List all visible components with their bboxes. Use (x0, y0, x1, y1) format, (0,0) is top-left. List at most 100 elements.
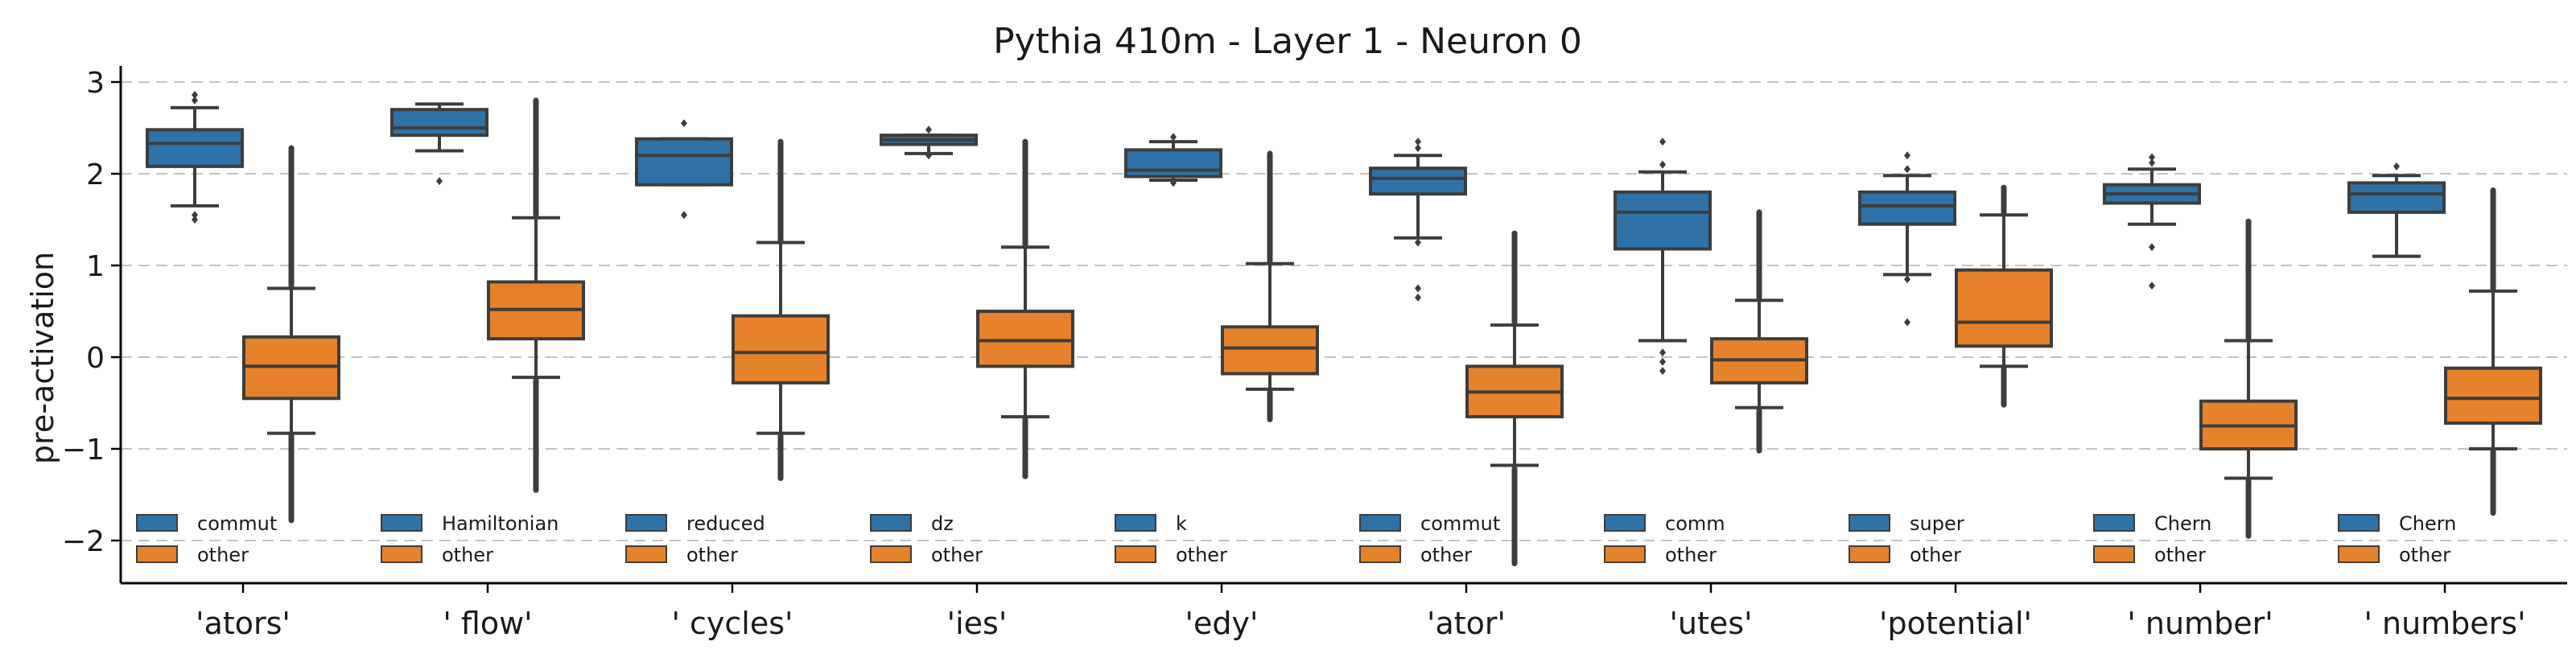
chart-title: Pythia 410m - Layer 1 - Neuron 0 (993, 21, 1582, 62)
other-box (242, 145, 340, 524)
highlight-outlier-point (192, 96, 198, 105)
grid-lines (121, 81, 2567, 541)
highlight-box (1614, 138, 1712, 376)
other-box (1955, 184, 2053, 408)
x-tick-label: ' cycles' (672, 606, 793, 641)
legend-10: Chern other (2338, 512, 2456, 566)
group-9 (2103, 153, 2298, 539)
highlight-outlier-point (2149, 153, 2155, 162)
y-axis-label: pre-activation (25, 252, 60, 464)
x-tick-label: 'ators' (196, 606, 291, 641)
highlight-iqr-box (1369, 167, 1467, 196)
legend-swatch-highlight (381, 514, 422, 532)
highlight-outlier-point (1904, 151, 1910, 160)
highlight-outlier-point (1170, 133, 1177, 142)
legend-swatch-other (625, 545, 667, 563)
legend-swatch-other (136, 545, 178, 563)
highlight-outlier-point (1659, 160, 1666, 169)
y-ticks: 3 2 1 0 −1 −2 (62, 67, 121, 558)
highlight-outlier-point (1415, 238, 1421, 247)
legend-swatch-other (1849, 545, 1890, 563)
legend-swatch-highlight (1849, 514, 1890, 532)
other-box (487, 97, 585, 493)
group-8 (1858, 151, 2053, 408)
legend-swatch-highlight (2338, 514, 2380, 532)
highlight-outlier-point (1659, 348, 1666, 357)
highlight-outlier-point (1415, 144, 1421, 153)
highlight-box (1124, 133, 1222, 187)
other-box (2199, 218, 2298, 539)
highlight-box (2347, 162, 2446, 258)
legend-5: k other (1115, 512, 1227, 566)
legend-3: reduced other (625, 512, 765, 566)
other-box (732, 138, 830, 481)
legend-2: Hamiltonian other (381, 512, 558, 566)
highlight-outlier-point (1659, 138, 1666, 146)
other-iqr-box (2444, 366, 2542, 426)
legend-label-other: other (442, 544, 493, 566)
highlight-iqr-box (1614, 190, 1712, 251)
other-box (2444, 187, 2542, 516)
other-box (1465, 230, 1564, 566)
other-iqr-box (1221, 325, 1319, 376)
x-tick-label: ' flow' (443, 606, 532, 641)
legend-label-highlight: Hamiltonian (442, 512, 558, 535)
legend-swatch-other (2093, 545, 2135, 563)
highlight-outlier-point (436, 177, 443, 186)
x-tick-label: 'ies' (947, 606, 1008, 641)
group-2 (390, 97, 585, 493)
x-tick-label: 'ator' (1427, 606, 1506, 641)
box-plots (146, 90, 2542, 566)
highlight-box (1858, 151, 1956, 327)
legend-label-other: other (2399, 544, 2450, 566)
highlight-outlier-point (2149, 282, 2155, 290)
highlight-box (390, 102, 488, 186)
legend-label-highlight: reduced (686, 512, 765, 535)
highlight-outlier-point (1904, 275, 1910, 284)
legend-label-highlight: Chern (2154, 512, 2211, 535)
legend-swatch-highlight (870, 514, 912, 532)
group-6 (1369, 138, 1564, 566)
legend-label-highlight: dz (931, 512, 954, 535)
highlight-outlier-point (1659, 367, 1666, 376)
legend-1: commut other (136, 512, 277, 566)
x-tick-label: 'edy' (1185, 606, 1259, 641)
highlight-outlier-point (1904, 165, 1910, 174)
axes (119, 66, 2567, 585)
other-iqr-box (732, 314, 830, 384)
highlight-outlier-point (192, 216, 198, 224)
highlight-outlier-point (2149, 158, 2155, 167)
group-7 (1614, 138, 1808, 454)
legend-swatch-other (1359, 545, 1401, 563)
group-1 (146, 90, 340, 524)
highlight-outlier-point (925, 151, 932, 160)
legend-label-other: other (197, 544, 249, 566)
legend-swatch-other (1604, 545, 1646, 563)
highlight-outlier-point (2393, 162, 2400, 171)
legend-swatch-highlight (625, 514, 667, 532)
highlight-outlier-point (1659, 357, 1666, 366)
legend-label-other: other (686, 544, 738, 566)
highlight-outlier-point (681, 119, 687, 128)
legend-label-highlight: commut (197, 512, 277, 535)
x-tick-label: 'potential' (1879, 606, 2032, 641)
x-ticks: 'ators' ' flow' ' cycles' 'ies' 'edy' 'ator' '… (196, 583, 2526, 641)
legend-8: super other (1849, 512, 1964, 566)
legend-7: comm other (1604, 512, 1725, 566)
highlight-iqr-box (146, 128, 244, 168)
highlight-outlier-point (192, 90, 198, 99)
legend-swatch-highlight (1359, 514, 1401, 532)
group-10 (2347, 162, 2542, 516)
highlight-iqr-box (1124, 148, 1222, 179)
highlight-outlier-point (925, 125, 932, 134)
legend-label-other: other (931, 544, 983, 566)
legend-swatch-other (381, 545, 422, 563)
legend-swatch-other (2338, 545, 2380, 563)
highlight-outlier-point (1415, 138, 1421, 146)
y-tick-label: 1 (86, 250, 105, 283)
group-4 (880, 125, 1074, 479)
highlight-outlier-point (192, 211, 198, 220)
legend-label-other: other (1910, 544, 1961, 566)
highlight-iqr-box (635, 137, 733, 187)
